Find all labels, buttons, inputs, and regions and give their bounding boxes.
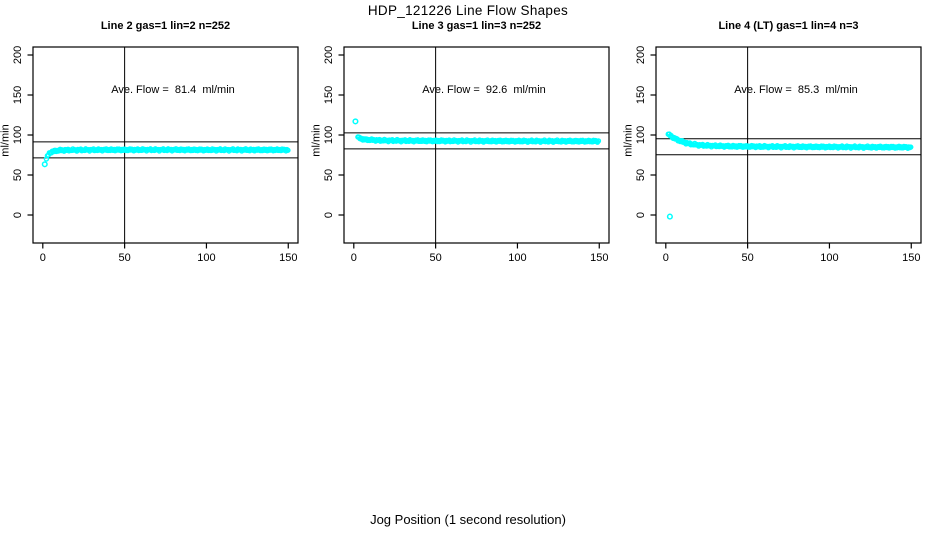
y-tick-label: 0 xyxy=(12,212,24,218)
ave-flow-annotation: Ave. Flow = 85.3 ml/min xyxy=(734,84,858,96)
y-tick-label: 200 xyxy=(12,46,24,64)
scatter-point xyxy=(908,144,914,150)
y-tick-label: 150 xyxy=(12,86,24,104)
scatter-point-outlier xyxy=(41,161,48,168)
x-tick-label: 150 xyxy=(279,252,297,264)
scatter-point-outlier xyxy=(666,213,673,220)
subplot-line-3: Line 3 gas=1 lin=3 n=252 ml/min Ave. Flo… xyxy=(311,0,623,300)
x-tick-label: 150 xyxy=(902,252,920,264)
x-tick-label: 0 xyxy=(663,252,669,264)
x-tick-label: 0 xyxy=(40,252,46,264)
panel-title-line-3: Line 3 gas=1 lin=3 n=252 xyxy=(411,20,542,32)
plot-box xyxy=(32,46,299,244)
x-tick-label: 50 xyxy=(741,252,753,264)
plot-box xyxy=(343,46,610,244)
plot-canvas-line-4: 0 50 100 150 0 50 100 150 200 xyxy=(635,46,922,264)
plot-canvas-line-3: 0 50 100 150 0 50 100 150 200 xyxy=(323,46,610,264)
panel-title-line-2: Line 2 gas=1 lin=2 n=252 xyxy=(100,20,231,32)
scatter-point xyxy=(595,138,602,144)
scatter-point xyxy=(285,147,291,153)
y-tick-label: 100 xyxy=(635,126,647,144)
y-tick-label: 150 xyxy=(635,86,647,104)
scatter-point-outlier xyxy=(352,118,359,125)
subplot-line-4: Line 4 (LT) gas=1 lin=4 n=3 ml/min Ave. … xyxy=(623,0,935,300)
ave-flow-annotation: Ave. Flow = 81.4 ml/min xyxy=(111,84,235,96)
x-tick-label: 50 xyxy=(429,252,441,264)
x-tick-label: 100 xyxy=(820,252,838,264)
y-tick-label: 100 xyxy=(323,126,335,144)
plot-box xyxy=(655,46,922,244)
ave-flow-annotation: Ave. Flow = 92.6 ml/min xyxy=(422,84,546,96)
y-tick-label: 50 xyxy=(323,169,335,181)
y-tick-label: 0 xyxy=(323,212,335,218)
subplot-line-2: Line 2 gas=1 lin=2 n=252 ml/min Ave. Flo… xyxy=(0,0,312,300)
y-tick-label: 50 xyxy=(12,169,24,181)
x-tick-label: 150 xyxy=(590,252,608,264)
x-tick-label: 100 xyxy=(508,252,526,264)
x-tick-label: 100 xyxy=(197,252,215,264)
y-tick-label: 200 xyxy=(323,46,335,64)
plot-canvas-line-2: 0 50 100 150 0 50 100 150 200 xyxy=(12,46,299,264)
x-tick-label: 0 xyxy=(351,252,357,264)
shared-x-axis-label: Jog Position (1 second resolution) xyxy=(370,512,566,527)
y-tick-label: 0 xyxy=(635,212,647,218)
y-tick-label: 100 xyxy=(12,126,24,144)
panel-title-line-4: Line 4 (LT) gas=1 lin=4 n=3 xyxy=(718,20,859,32)
figure-title: HDP_121226 Line Flow Shapes xyxy=(367,3,569,18)
y-tick-label: 150 xyxy=(323,86,335,104)
y-tick-label: 50 xyxy=(635,169,647,181)
x-tick-label: 50 xyxy=(118,252,130,264)
y-tick-label: 200 xyxy=(635,46,647,64)
